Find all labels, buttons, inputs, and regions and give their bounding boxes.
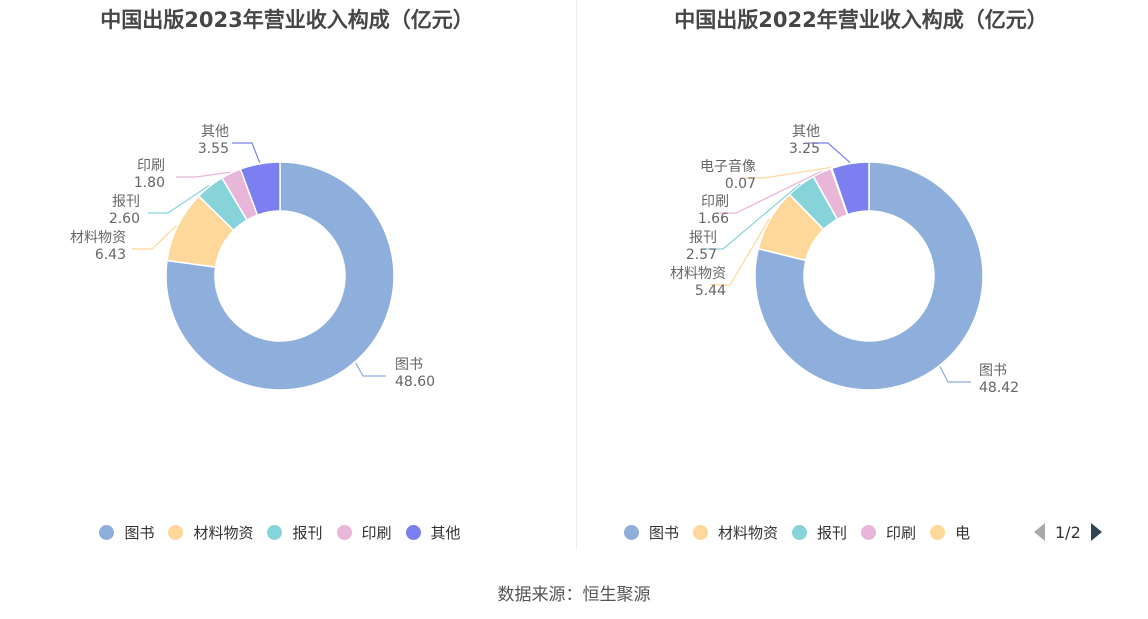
label-line bbox=[148, 184, 210, 214]
legend-dot-icon bbox=[861, 524, 877, 540]
slice-value: 1.80 bbox=[134, 175, 165, 191]
slice-其他[interactable] bbox=[830, 161, 870, 216]
pager-next-icon[interactable] bbox=[1090, 523, 1102, 541]
slice-value: 48.42 bbox=[979, 380, 1019, 396]
divider bbox=[576, 0, 577, 550]
slice-value: 2.60 bbox=[109, 211, 140, 227]
legend-label: 报刊 bbox=[292, 523, 323, 542]
chart-2022: 中国出版2022年营业收入构成（亿元） 图书 48.42 材料物资 5.44 报刊 2.5… bbox=[574, 0, 1148, 560]
slice-图书[interactable] bbox=[165, 161, 395, 391]
legend-label: 其他 bbox=[430, 523, 461, 542]
label-line bbox=[232, 142, 261, 164]
legend: 图书 材料物资 报刊 印刷 其他 bbox=[0, 519, 574, 545]
legend-dot-icon bbox=[405, 524, 421, 540]
legend-label: 图书 bbox=[649, 523, 680, 542]
legend-item[interactable]: 材料物资 bbox=[693, 522, 778, 543]
slice-label: 印刷 bbox=[137, 158, 165, 174]
slice-value: 3.55 bbox=[198, 141, 229, 157]
slice-label: 其他 bbox=[792, 124, 820, 140]
slice-label: 图书 bbox=[979, 363, 1007, 379]
slice-label: 图书 bbox=[395, 357, 423, 373]
legend-label: 印刷 bbox=[361, 523, 392, 542]
legend-dot-icon bbox=[168, 524, 184, 540]
legend-label: 材料物资 bbox=[193, 523, 254, 542]
slice-value: 3.25 bbox=[789, 141, 820, 157]
legend-dot-icon bbox=[624, 524, 639, 540]
legend-label: 图书 bbox=[124, 523, 155, 542]
chart-title: 中国出版2023年营业收入构成（亿元） bbox=[100, 8, 474, 32]
legend-label: 材料物资 bbox=[718, 523, 779, 542]
slice-value: 2.57 bbox=[686, 247, 717, 263]
slice-label: 材料物资 bbox=[670, 266, 726, 282]
slice-value: 6.43 bbox=[95, 247, 126, 263]
legend-item[interactable]: 其他 bbox=[405, 522, 461, 543]
label-line bbox=[710, 218, 770, 286]
legend-item[interactable]: 图书 bbox=[99, 522, 154, 543]
legend-item[interactable]: 图书 bbox=[624, 522, 679, 543]
slice-label: 报刊 bbox=[112, 194, 140, 210]
slice-label: 印刷 bbox=[701, 194, 729, 210]
slice-label: 电子音像 bbox=[700, 158, 756, 175]
pager-prev-icon[interactable] bbox=[1034, 523, 1045, 541]
legend-label: 印刷 bbox=[886, 523, 917, 542]
legend-item[interactable]: 电 bbox=[930, 522, 970, 543]
legend-items: 图书 材料物资 报刊 印刷 电 bbox=[624, 522, 1026, 543]
label-line bbox=[176, 171, 231, 178]
legend-dot-icon bbox=[693, 524, 709, 540]
legend-pager: 1/2 bbox=[1034, 523, 1102, 542]
label-line bbox=[703, 183, 801, 250]
chart-title: 中国出版2022年营业收入构成（亿元） bbox=[674, 8, 1048, 32]
slice-value: 0.07 bbox=[725, 176, 756, 192]
legend-item[interactable]: 报刊 bbox=[792, 522, 847, 543]
label-line bbox=[939, 366, 971, 383]
legend-label: 电 bbox=[955, 523, 971, 542]
legend-dot-icon bbox=[267, 524, 283, 540]
legend-label: 报刊 bbox=[817, 523, 848, 542]
label-line bbox=[744, 166, 832, 179]
slice-value: 5.44 bbox=[695, 283, 726, 299]
label-line bbox=[808, 142, 851, 164]
legend-dot-icon bbox=[336, 524, 352, 540]
legend-dot-icon bbox=[99, 524, 115, 540]
slice-图书[interactable] bbox=[754, 161, 984, 391]
source-note: 数据来源：恒生聚源 bbox=[497, 585, 651, 605]
pager-text: 1/2 bbox=[1055, 522, 1081, 542]
label-line bbox=[716, 170, 822, 214]
legend-dot-icon bbox=[792, 524, 808, 540]
label-line bbox=[132, 224, 178, 250]
slice-label: 报刊 bbox=[689, 230, 717, 246]
slice-label: 材料物资 bbox=[70, 230, 126, 246]
legend-dot-icon bbox=[930, 524, 946, 540]
slice-value: 48.60 bbox=[395, 374, 435, 390]
slice-label: 其他 bbox=[201, 124, 229, 140]
legend-item[interactable]: 印刷 bbox=[861, 522, 916, 543]
legend: 图书 材料物资 报刊 印刷 电 1/2 bbox=[574, 519, 1148, 545]
legend-item[interactable]: 材料物资 bbox=[168, 522, 253, 543]
label-line bbox=[355, 362, 386, 377]
chart-2023: 中国出版2023年营业收入构成（亿元） 图书 48.60 材料物资 6.43 报刊 2.6… bbox=[0, 0, 574, 560]
legend-item[interactable]: 报刊 bbox=[267, 522, 323, 543]
slice-value: 1.66 bbox=[698, 211, 729, 227]
legend-item[interactable]: 印刷 bbox=[336, 522, 392, 543]
slice-其他[interactable] bbox=[239, 161, 281, 216]
